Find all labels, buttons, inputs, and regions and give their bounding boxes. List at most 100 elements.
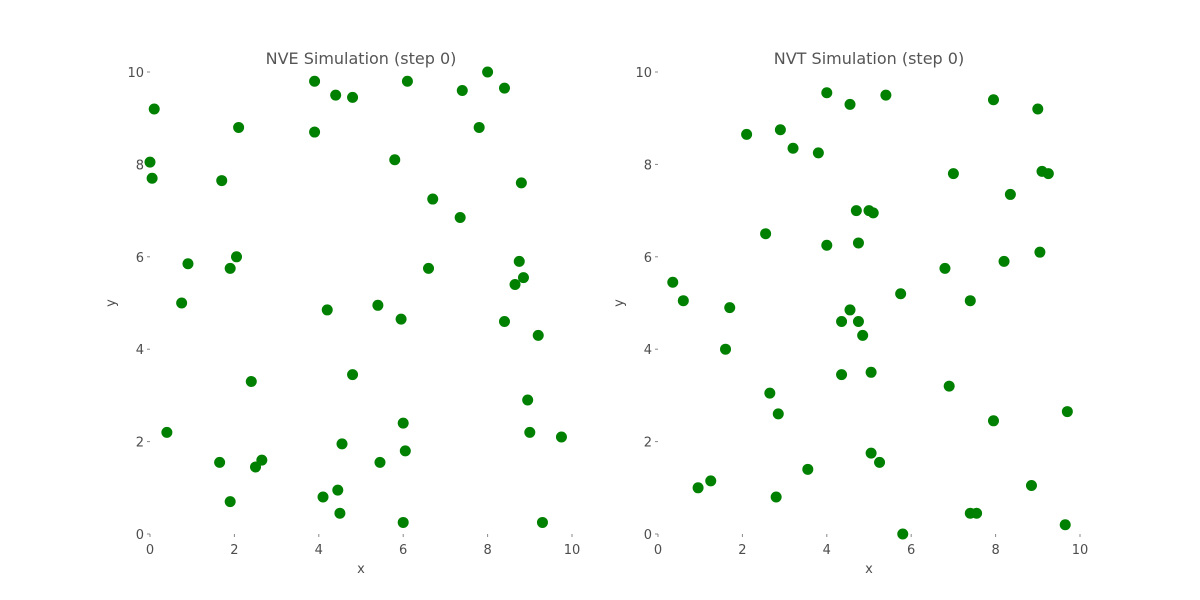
data-point — [224, 262, 236, 274]
data-point — [772, 408, 784, 420]
data-point — [224, 496, 236, 508]
chart-title: NVT Simulation (step 0) — [774, 49, 964, 68]
data-point — [939, 262, 951, 274]
data-point — [401, 75, 413, 87]
data-point — [231, 251, 243, 263]
y-ticks: 0 2 4 6 8 10 — [635, 66, 658, 543]
data-point — [427, 193, 439, 205]
data-point — [182, 258, 194, 270]
data-point — [857, 329, 869, 341]
y-tick-label: 10 — [127, 66, 144, 81]
data-point — [844, 98, 856, 110]
data-point — [536, 516, 548, 528]
data-point — [1032, 103, 1044, 115]
data-point — [555, 431, 567, 443]
data-point — [774, 124, 786, 136]
y-ticks: 0 2 4 6 8 10 — [127, 66, 150, 543]
data-point — [522, 394, 534, 406]
y-tick-label: 4 — [136, 343, 144, 358]
data-point — [372, 299, 384, 311]
data-point — [987, 415, 999, 427]
data-point — [332, 484, 344, 496]
data-point — [330, 89, 342, 101]
nvt-scatter-plot: NVT Simulation (step 0) x y 0 2 4 6 8 10 0 2 4 6… — [612, 49, 1088, 577]
data-point — [317, 491, 329, 503]
y-axis-label: y — [612, 299, 627, 307]
x-tick-label: 10 — [1072, 543, 1089, 558]
data-point — [399, 445, 411, 457]
data-point — [216, 175, 228, 187]
data-point — [821, 239, 833, 251]
y-axis-label: y — [104, 299, 119, 307]
y-tick-label: 6 — [644, 251, 652, 266]
chart-title: NVE Simulation (step 0) — [266, 49, 457, 68]
data-point — [943, 380, 955, 392]
data-point — [524, 426, 536, 438]
data-point — [513, 255, 525, 267]
x-tick-label: 4 — [823, 543, 831, 558]
x-ticks: 0 2 4 6 8 10 — [146, 534, 580, 558]
x-ticks: 0 2 4 6 8 10 — [654, 534, 1088, 558]
x-tick-label: 2 — [738, 543, 746, 558]
data-point — [998, 255, 1010, 267]
data-point — [397, 516, 409, 528]
x-tick-label: 8 — [483, 543, 491, 558]
x-tick-label: 6 — [907, 543, 915, 558]
data-point — [1042, 168, 1054, 180]
data-point — [509, 279, 521, 291]
data-point — [895, 288, 907, 300]
data-point — [482, 66, 494, 78]
data-point — [1034, 246, 1046, 258]
data-point — [812, 147, 824, 159]
data-point — [741, 128, 753, 140]
y-tick-label: 6 — [136, 251, 144, 266]
data-points — [144, 66, 567, 528]
data-point — [389, 154, 401, 166]
x-axis-label: x — [865, 562, 873, 577]
data-point — [233, 121, 245, 133]
data-point — [148, 103, 160, 115]
y-tick-label: 8 — [644, 158, 652, 173]
data-point — [874, 456, 886, 468]
x-tick-label: 6 — [399, 543, 407, 558]
data-point — [336, 438, 348, 450]
data-point — [724, 302, 736, 314]
data-point — [517, 272, 529, 284]
data-point — [850, 205, 862, 217]
data-point — [821, 87, 833, 99]
x-axis-label: x — [357, 562, 365, 577]
data-point — [897, 528, 909, 540]
data-point — [176, 297, 188, 309]
data-point — [865, 447, 877, 459]
data-point — [347, 369, 359, 381]
data-point — [256, 454, 268, 466]
data-points — [667, 87, 1073, 540]
data-point — [764, 387, 776, 399]
data-point — [720, 343, 732, 355]
y-tick-label: 4 — [644, 343, 652, 358]
x-tick-label: 10 — [564, 543, 581, 558]
data-point — [677, 295, 689, 307]
y-tick-label: 2 — [644, 436, 652, 451]
data-point — [214, 456, 226, 468]
data-point — [245, 376, 257, 388]
data-point — [947, 168, 959, 180]
nve-scatter-plot: NVE Simulation (step 0) x y 0 2 4 6 8 10 0 2 4 6… — [104, 49, 580, 577]
data-point — [250, 461, 261, 473]
data-point — [473, 121, 485, 133]
x-tick-label: 4 — [315, 543, 323, 558]
data-point — [454, 212, 466, 224]
data-point — [532, 329, 544, 341]
data-point — [770, 491, 782, 503]
data-point — [1059, 519, 1071, 531]
data-point — [395, 313, 407, 325]
data-point — [161, 426, 173, 438]
data-point — [667, 276, 679, 288]
data-point — [309, 126, 321, 138]
data-point — [1004, 188, 1016, 200]
data-point — [964, 295, 976, 307]
y-tick-label: 0 — [136, 528, 144, 543]
data-point — [1025, 479, 1037, 491]
data-point — [844, 304, 856, 316]
